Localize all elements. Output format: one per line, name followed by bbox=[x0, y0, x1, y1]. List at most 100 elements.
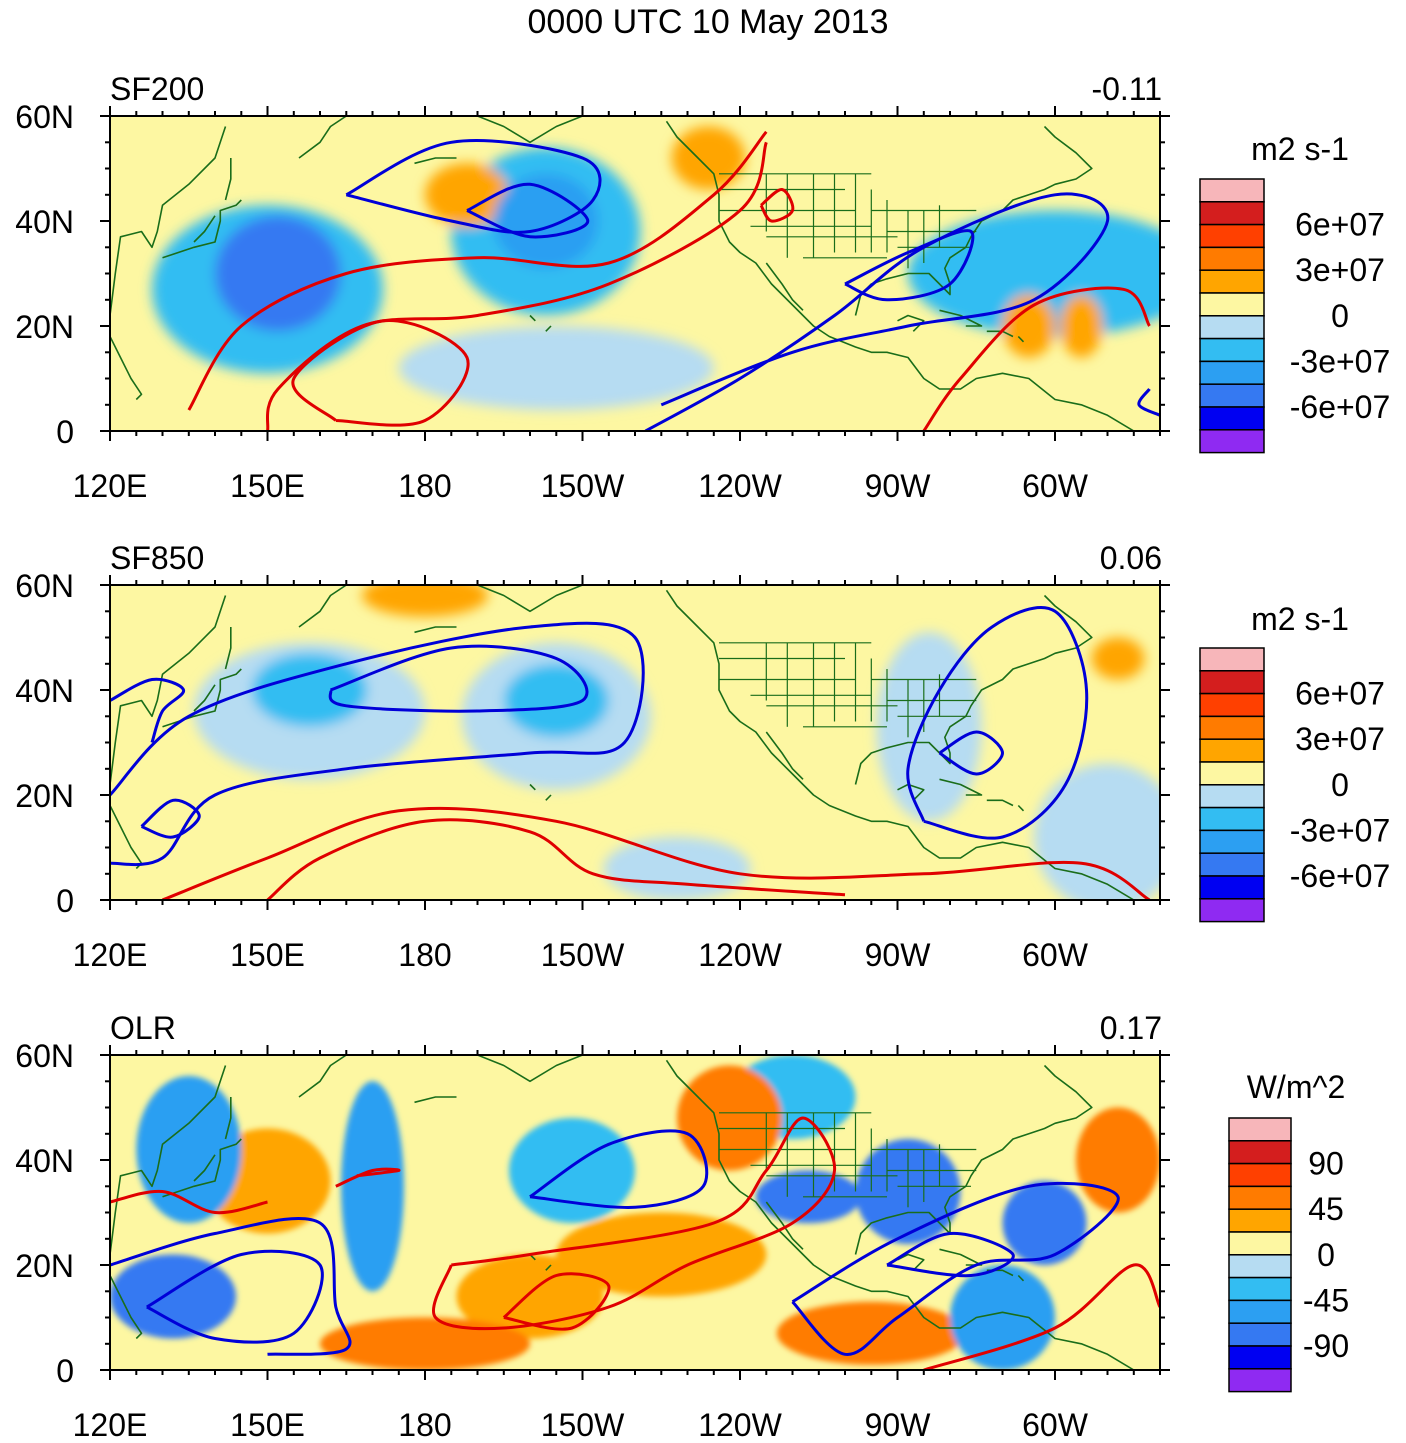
colorbar-label: -3e+07 bbox=[1290, 812, 1391, 848]
contour-layer-sf850 bbox=[110, 606, 1151, 900]
coastline bbox=[477, 116, 583, 144]
colorbar-box bbox=[1199, 761, 1265, 786]
x-tick-label: 150E bbox=[230, 468, 305, 504]
fill-anomaly bbox=[493, 173, 599, 269]
positive-contour-line bbox=[502, 1272, 611, 1331]
x-tick-label: 150W bbox=[541, 937, 625, 973]
y-tick-label: 40N bbox=[15, 204, 74, 240]
x-tick-label: 90W bbox=[865, 1407, 932, 1443]
fill-anomaly bbox=[320, 1317, 530, 1370]
colorbar-box bbox=[1199, 383, 1265, 408]
coastline bbox=[298, 1055, 347, 1098]
y-tick-label: 20N bbox=[15, 309, 74, 345]
colorbar-boxes-sf200 bbox=[1199, 178, 1265, 454]
negative-contour-line bbox=[906, 606, 1089, 840]
colorbar-box bbox=[1199, 223, 1265, 249]
negative-contour-line bbox=[345, 139, 602, 234]
colorbar-units-sf850: m2 s-1 bbox=[1251, 601, 1349, 637]
panel-title-sf850: SF850 bbox=[110, 540, 204, 576]
y-tick-label: 0 bbox=[56, 1353, 74, 1389]
colorbar-box bbox=[1228, 1299, 1292, 1324]
y-tick-label: 60N bbox=[15, 99, 74, 135]
panel-value-sf200: -0.11 bbox=[1091, 71, 1162, 107]
coastline bbox=[854, 594, 1093, 785]
fill-anomaly bbox=[1034, 763, 1160, 900]
negative-contour-line bbox=[791, 1181, 1120, 1356]
colorbar-box bbox=[1199, 806, 1265, 832]
coastline bbox=[162, 1138, 242, 1198]
coastline bbox=[298, 116, 347, 159]
contour-layer-sf200 bbox=[187, 130, 1160, 431]
coastline bbox=[1017, 1274, 1025, 1282]
fill-anomaly bbox=[251, 653, 368, 727]
colorbar-box bbox=[1199, 647, 1265, 672]
coastline bbox=[477, 585, 583, 613]
colorbar-box bbox=[1199, 670, 1265, 695]
colorbar-box bbox=[1199, 246, 1265, 271]
coastline-layer-olr bbox=[110, 1055, 1135, 1370]
fill-anomaly bbox=[341, 1081, 404, 1292]
negative-contour-line bbox=[110, 1217, 352, 1356]
colorbar-box bbox=[1199, 178, 1265, 203]
negative-contour-line bbox=[529, 1129, 709, 1209]
coastline bbox=[477, 1055, 583, 1083]
coastline bbox=[986, 799, 1014, 807]
colorbar-box bbox=[1228, 1231, 1292, 1256]
colorbar-label: 3e+07 bbox=[1295, 252, 1385, 288]
colorbar-units-sf200: m2 s-1 bbox=[1251, 131, 1349, 167]
axis-ticks-olr bbox=[100, 1045, 1170, 1380]
coastline bbox=[110, 1275, 143, 1340]
colorbar-label: 0 bbox=[1331, 298, 1349, 334]
positive-contour-line bbox=[265, 141, 768, 431]
x-tick-label: 60W bbox=[1022, 468, 1089, 504]
coastline bbox=[665, 120, 1135, 431]
fill-anomaly bbox=[1091, 637, 1145, 680]
fill-anomaly bbox=[215, 215, 341, 332]
coastline bbox=[545, 325, 552, 332]
positive-contour-line bbox=[110, 1189, 268, 1215]
coastline bbox=[110, 126, 227, 316]
positive-contour-line bbox=[291, 318, 470, 427]
x-tick-label: 60W bbox=[1022, 937, 1089, 973]
colorbar-label: 3e+07 bbox=[1295, 721, 1385, 757]
y-tick-label: 40N bbox=[15, 1143, 74, 1179]
colorbar-box bbox=[1199, 784, 1265, 809]
coastline bbox=[897, 314, 925, 332]
colorbar-box bbox=[1199, 292, 1265, 317]
colorbar-box bbox=[1199, 692, 1265, 718]
x-tick-label: 90W bbox=[865, 937, 932, 973]
coastline bbox=[897, 1253, 925, 1271]
colorbar-label: 90 bbox=[1308, 1146, 1344, 1182]
axis-ticks-sf200 bbox=[100, 106, 1170, 441]
colorbar-box bbox=[1199, 429, 1265, 454]
x-tick-label: 120E bbox=[73, 468, 148, 504]
positive-contour-line bbox=[759, 188, 795, 223]
fill-anomaly bbox=[110, 1254, 236, 1339]
axis-labels-sf200: 120E 150E 180 150W 120W 90W 60W 0 20N 40N 60N bbox=[15, 99, 1088, 504]
coastline bbox=[193, 684, 216, 712]
negative-contour-line bbox=[644, 192, 1110, 431]
coastline bbox=[1017, 335, 1025, 343]
negative-contour-line bbox=[146, 1249, 324, 1344]
x-tick-label: 180 bbox=[398, 1407, 451, 1443]
coastline bbox=[665, 589, 1135, 900]
colorbar-box bbox=[1199, 738, 1265, 763]
colorbar-olr: W/m^2 90 45 0 -45 -90 bbox=[1228, 1069, 1349, 1393]
coastline bbox=[665, 1059, 1135, 1370]
coastline bbox=[110, 1065, 227, 1255]
coastline bbox=[298, 585, 347, 628]
fill-anomaly bbox=[556, 1212, 767, 1297]
negative-contour-line bbox=[1137, 388, 1160, 417]
coastline bbox=[224, 158, 232, 201]
negative-contour-line bbox=[110, 677, 186, 743]
colorbar-box bbox=[1228, 1185, 1292, 1210]
colorbar-sf850: m2 s-1 6e+07 3e+07 0 -3e+07 -6e+07 bbox=[1199, 601, 1391, 923]
y-tick-label: 0 bbox=[56, 883, 74, 919]
colorbar-box bbox=[1228, 1140, 1292, 1165]
coastline bbox=[765, 1201, 804, 1250]
colorbar-box bbox=[1199, 269, 1265, 294]
y-tick-label: 20N bbox=[15, 1248, 74, 1284]
colorbar-box bbox=[1228, 1162, 1292, 1188]
x-tick-label: 150W bbox=[541, 1407, 625, 1443]
fill-anomaly bbox=[908, 210, 1160, 337]
